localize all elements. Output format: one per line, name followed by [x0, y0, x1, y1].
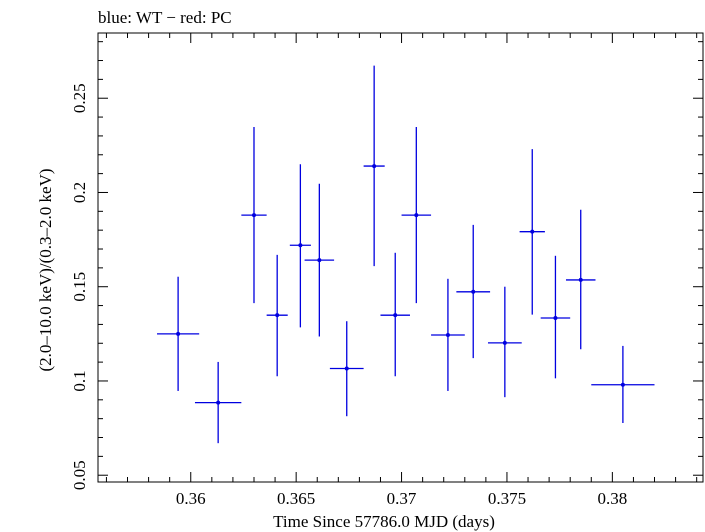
y-tick-label: 0.25	[70, 83, 89, 113]
x-tick-label: 0.375	[488, 489, 526, 508]
data-point	[241, 127, 267, 304]
point-marker	[317, 258, 322, 263]
point-marker	[530, 229, 535, 234]
point-marker	[502, 340, 507, 345]
point-marker	[393, 313, 398, 318]
plot-frame	[97, 32, 704, 483]
y-tick-label: 0.05	[70, 460, 89, 490]
y-axis-label: (2.0–10.0 keV)/(0.3–2.0 keV)	[36, 168, 55, 371]
x-tick-label: 0.37	[387, 489, 417, 508]
point-marker	[372, 164, 377, 169]
point-marker	[275, 313, 280, 318]
data-point	[519, 149, 545, 315]
data-point	[565, 209, 596, 350]
point-marker	[620, 382, 625, 387]
chart-title: blue: WT − red: PC	[98, 8, 232, 27]
data-point	[591, 345, 655, 424]
x-tick-label: 0.365	[277, 489, 315, 508]
x-tick-label: 0.38	[597, 489, 627, 508]
data-point	[363, 65, 385, 267]
point-marker	[251, 213, 256, 218]
data-point	[329, 321, 364, 417]
data-point	[487, 286, 522, 398]
point-marker	[578, 277, 583, 282]
data-point	[401, 127, 432, 304]
point-marker	[414, 213, 419, 218]
data-point	[380, 252, 410, 377]
y-tick-label: 0.2	[70, 182, 89, 203]
y-axis: 0.05 0.1 0.15 0.2 0.25	[70, 41, 703, 490]
data-point	[157, 276, 200, 391]
point-marker	[216, 400, 221, 405]
data-point	[431, 278, 465, 391]
point-marker	[553, 316, 558, 321]
x-axis-label: Time Since 57786.0 MJD (days)	[273, 512, 495, 531]
data-point	[194, 361, 242, 444]
x-axis: 0.36 0.365 0.37 0.375 0.38	[105, 33, 698, 508]
data-point	[266, 254, 288, 377]
x-tick-label: 0.36	[176, 489, 206, 508]
point-marker	[176, 331, 181, 336]
point-marker	[344, 366, 349, 371]
point-marker	[471, 289, 476, 294]
data-point	[540, 255, 571, 379]
y-tick-label: 0.1	[70, 370, 89, 391]
point-marker	[298, 243, 303, 248]
data-point	[456, 224, 491, 359]
y-tick-label: 0.15	[70, 272, 89, 302]
data-series	[157, 65, 655, 444]
point-marker	[445, 332, 450, 337]
data-point	[304, 183, 335, 337]
data-point	[289, 164, 311, 328]
